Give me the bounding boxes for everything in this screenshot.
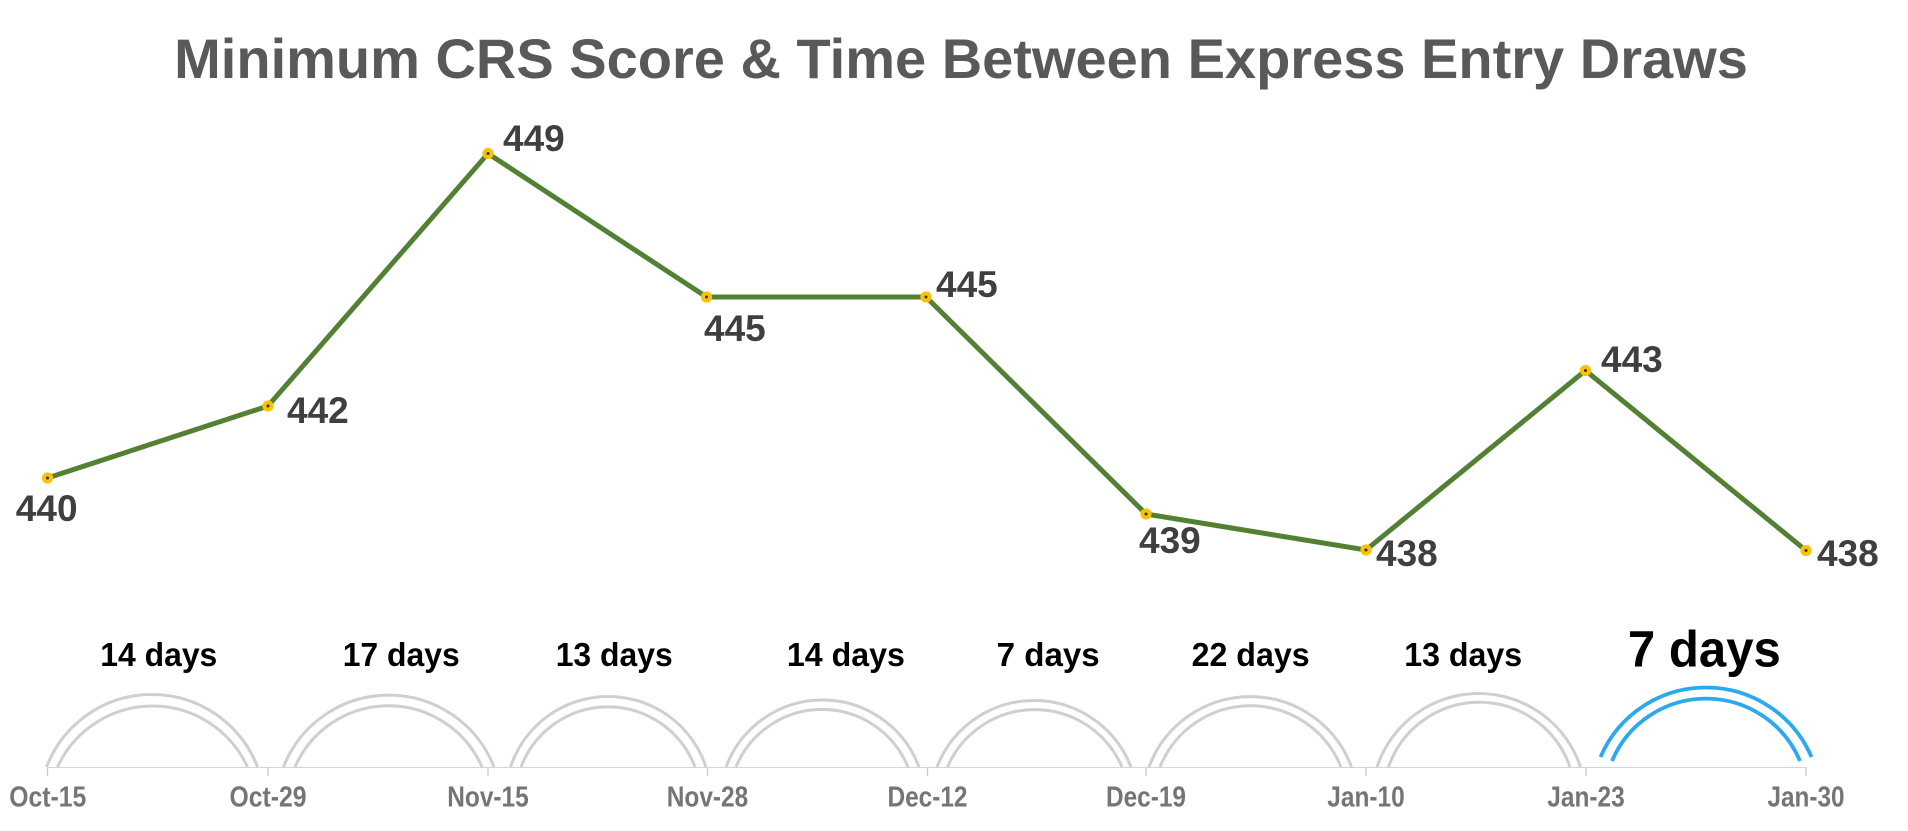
svg-text:449: 449 [503,118,565,159]
svg-text:Jan-23: Jan-23 [1547,782,1625,814]
svg-text:Nov-28: Nov-28 [667,782,749,814]
svg-text:22 days: 22 days [1192,636,1310,673]
svg-text:Oct-29: Oct-29 [230,782,307,814]
svg-text:13 days: 13 days [1404,636,1522,673]
svg-text:445: 445 [936,264,998,305]
svg-text:Dec-12: Dec-12 [888,782,968,814]
svg-text:Nov-15: Nov-15 [447,782,529,814]
svg-text:17 days: 17 days [343,636,460,673]
svg-text:438: 438 [1376,533,1438,574]
svg-text:438: 438 [1817,533,1879,574]
svg-text:Minimum CRS Score & Time Betwe: Minimum CRS Score & Time Between Express… [174,27,1748,90]
svg-text:Oct-15: Oct-15 [9,782,86,814]
svg-text:7 days: 7 days [1628,621,1781,678]
svg-text:442: 442 [287,390,349,431]
svg-text:14 days: 14 days [100,636,217,673]
svg-text:Jan-10: Jan-10 [1327,782,1405,814]
svg-text:Dec-19: Dec-19 [1106,782,1186,814]
svg-text:13 days: 13 days [556,636,673,673]
svg-text:440: 440 [16,488,78,529]
svg-text:Jan-30: Jan-30 [1768,782,1845,814]
svg-text:445: 445 [704,308,766,349]
svg-text:7 days: 7 days [997,636,1100,673]
svg-text:443: 443 [1601,339,1663,380]
svg-text:439: 439 [1139,520,1201,561]
svg-text:14 days: 14 days [787,636,905,673]
